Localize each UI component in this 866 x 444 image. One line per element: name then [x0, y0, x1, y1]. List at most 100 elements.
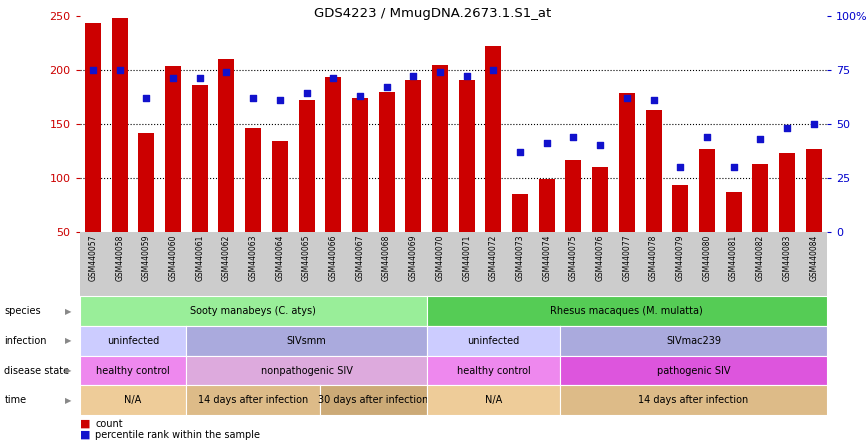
Text: Rhesus macaques (M. mulatta): Rhesus macaques (M. mulatta): [551, 306, 703, 316]
Text: species: species: [4, 306, 41, 316]
Point: [113, 66, 126, 73]
Bar: [485, 46, 501, 286]
Point: [514, 148, 527, 155]
Bar: [352, 98, 368, 286]
Text: GSM440059: GSM440059: [142, 235, 151, 281]
Bar: [459, 80, 475, 286]
Text: 30 days after infection: 30 days after infection: [318, 395, 429, 405]
Bar: [619, 93, 635, 286]
Text: GSM440066: GSM440066: [329, 235, 338, 281]
Point: [593, 142, 607, 149]
Bar: [779, 153, 795, 286]
Text: 14 days after infection: 14 days after infection: [638, 395, 749, 405]
Text: ▶: ▶: [64, 366, 71, 375]
Point: [300, 90, 313, 97]
Bar: [326, 77, 341, 286]
Text: GSM440063: GSM440063: [249, 235, 258, 281]
Point: [166, 75, 180, 82]
Text: GSM440084: GSM440084: [809, 235, 818, 281]
Point: [807, 120, 821, 127]
Text: ▶: ▶: [64, 306, 71, 316]
Text: GSM440061: GSM440061: [196, 235, 204, 281]
Text: GSM440069: GSM440069: [409, 235, 417, 281]
Text: ■: ■: [80, 419, 90, 429]
Bar: [218, 59, 235, 286]
Text: GSM440062: GSM440062: [222, 235, 231, 281]
Point: [487, 66, 501, 73]
Point: [700, 133, 714, 140]
Point: [379, 83, 393, 91]
Bar: [165, 66, 181, 286]
Bar: [272, 141, 288, 286]
Point: [620, 94, 634, 101]
Text: GSM440060: GSM440060: [169, 235, 178, 281]
Text: GSM440080: GSM440080: [702, 235, 711, 281]
Text: disease state: disease state: [4, 365, 69, 376]
Point: [86, 66, 100, 73]
Bar: [672, 185, 688, 286]
Text: nonpathogenic SIV: nonpathogenic SIV: [261, 365, 352, 376]
Text: GSM440067: GSM440067: [355, 235, 365, 281]
Text: GSM440077: GSM440077: [623, 235, 631, 281]
Point: [727, 163, 740, 170]
Text: GSM440072: GSM440072: [489, 235, 498, 281]
Point: [273, 96, 287, 103]
Text: healthy control: healthy control: [96, 365, 170, 376]
Text: GSM440065: GSM440065: [302, 235, 311, 281]
Point: [673, 163, 687, 170]
Point: [139, 94, 153, 101]
Bar: [512, 194, 528, 286]
Text: GSM440074: GSM440074: [542, 235, 552, 281]
Text: GSM440079: GSM440079: [675, 235, 685, 281]
Bar: [565, 160, 581, 286]
Point: [353, 92, 367, 99]
Bar: [378, 92, 395, 286]
Text: ▶: ▶: [64, 336, 71, 345]
Text: GSM440076: GSM440076: [596, 235, 604, 281]
Bar: [753, 164, 768, 286]
Bar: [645, 110, 662, 286]
Bar: [112, 18, 127, 286]
Text: healthy control: healthy control: [456, 365, 530, 376]
Point: [753, 135, 767, 143]
Bar: [592, 167, 608, 286]
Point: [246, 94, 260, 101]
Text: time: time: [4, 395, 27, 405]
Text: GSM440078: GSM440078: [649, 235, 658, 281]
Text: ■: ■: [80, 430, 90, 440]
Text: count: count: [95, 419, 123, 429]
Text: GSM440073: GSM440073: [515, 235, 525, 281]
Point: [326, 75, 340, 82]
Point: [193, 75, 207, 82]
Text: GSM440081: GSM440081: [729, 235, 738, 281]
Text: GSM440071: GSM440071: [462, 235, 471, 281]
Point: [780, 124, 794, 131]
Text: GSM440070: GSM440070: [436, 235, 444, 281]
Point: [647, 96, 661, 103]
Text: uninfected: uninfected: [107, 336, 159, 346]
Text: ▶: ▶: [64, 396, 71, 405]
Text: pathogenic SIV: pathogenic SIV: [656, 365, 730, 376]
Text: Sooty manabeys (C. atys): Sooty manabeys (C. atys): [191, 306, 316, 316]
Text: GSM440068: GSM440068: [382, 235, 391, 281]
Text: GSM440058: GSM440058: [115, 235, 124, 281]
Text: GSM440075: GSM440075: [569, 235, 578, 281]
Point: [220, 68, 234, 75]
Bar: [191, 85, 208, 286]
Text: SIVmac239: SIVmac239: [666, 336, 721, 346]
Point: [406, 72, 420, 79]
Text: GSM440057: GSM440057: [88, 235, 98, 281]
Bar: [405, 80, 422, 286]
Text: 14 days after infection: 14 days after infection: [198, 395, 308, 405]
Text: GSM440064: GSM440064: [275, 235, 284, 281]
Text: GSM440082: GSM440082: [756, 235, 765, 281]
Bar: [139, 133, 154, 286]
Bar: [726, 192, 741, 286]
Text: GSM440083: GSM440083: [783, 235, 792, 281]
Text: N/A: N/A: [125, 395, 142, 405]
Bar: [299, 100, 314, 286]
Point: [540, 139, 553, 147]
Bar: [539, 179, 555, 286]
Point: [433, 68, 447, 75]
Bar: [432, 65, 448, 286]
